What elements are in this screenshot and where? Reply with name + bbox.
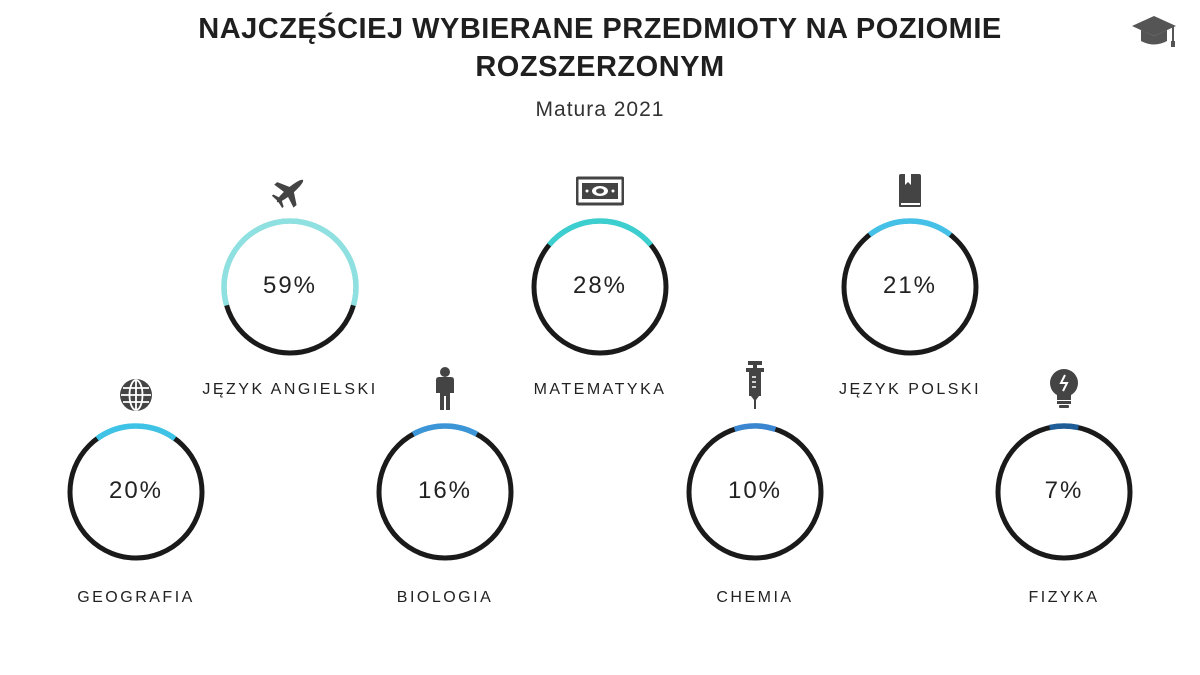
donut-value-arc [867, 218, 953, 238]
donut-value-arc [221, 218, 359, 307]
donut-value-arc [733, 423, 777, 432]
value-label: 28% [572, 272, 628, 299]
page-title: NAJCZĘŚCIEJ WYBIERANE PRZEDMIOTY NA POZI… [198, 13, 1002, 83]
donut-ring [221, 218, 359, 356]
book-icon [891, 172, 929, 210]
globe-icon [117, 376, 155, 414]
category-label: BIOLOGIA [396, 589, 494, 606]
person-icon [433, 366, 457, 412]
donut-ring [686, 423, 824, 561]
category-label: MATEMATYKA [533, 381, 667, 398]
donut-ring [995, 423, 1133, 561]
value-label: 59% [262, 272, 318, 299]
category-label: JĘZYK POLSKI [838, 381, 982, 398]
graduation-cap-icon [1131, 12, 1177, 52]
category-label: CHEMIA [716, 589, 794, 606]
donut-value-arc [1049, 423, 1079, 431]
donut-ring [376, 423, 514, 561]
donut-ring [67, 423, 205, 561]
category-label: GEOGRAFIA [77, 589, 195, 606]
banknote-icon [576, 172, 624, 210]
value-label: 16% [417, 477, 473, 504]
page-subtitle: Matura 2021 [535, 98, 665, 121]
syringe-icon [743, 360, 767, 410]
category-label: FIZYKA [1028, 589, 1100, 606]
donut-ring [841, 218, 979, 356]
lightbulb-icon [1046, 368, 1082, 410]
airplane-icon [271, 172, 309, 210]
value-label: 10% [727, 477, 783, 504]
value-label: 20% [108, 477, 164, 504]
donut-ring [531, 218, 669, 356]
category-label: JĘZYK ANGIELSKI [202, 381, 378, 398]
donut-value-arc [411, 423, 479, 437]
donut-value-arc [547, 218, 653, 247]
donut-value-arc [95, 423, 177, 441]
value-label: 21% [882, 272, 938, 299]
value-label: 7% [1044, 477, 1084, 504]
